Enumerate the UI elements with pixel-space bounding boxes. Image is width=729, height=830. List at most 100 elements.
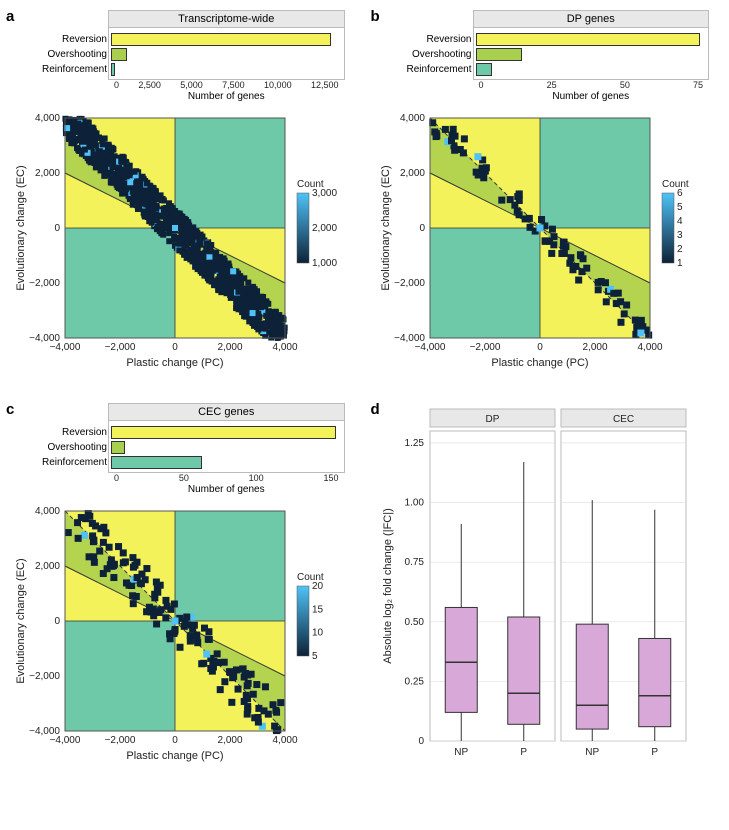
- bar-label: Reinforcement: [382, 64, 476, 75]
- bar-axistitle: Number of genes: [108, 483, 345, 501]
- svg-text:2: 2: [677, 244, 683, 255]
- bar-overshooting: [111, 48, 127, 61]
- svg-text:0: 0: [54, 223, 60, 234]
- panel-b-label: b: [371, 8, 380, 25]
- svg-text:0: 0: [537, 342, 543, 353]
- svg-text:P: P: [520, 747, 527, 758]
- svg-text:0: 0: [418, 736, 424, 747]
- svg-text:Plastic change (PC): Plastic change (PC): [491, 357, 588, 369]
- svg-text:5: 5: [677, 202, 683, 213]
- bar-axistitle: Number of genes: [108, 90, 345, 108]
- svg-text:Evolutionary change (EC): Evolutionary change (EC): [15, 558, 27, 683]
- svg-text:−2,000: −2,000: [105, 342, 136, 353]
- panel-a-label: a: [6, 8, 14, 25]
- svg-text:2,000: 2,000: [217, 735, 242, 746]
- svg-text:P: P: [651, 747, 658, 758]
- svg-text:−2,000: −2,000: [29, 278, 60, 289]
- svg-text:1.25: 1.25: [404, 438, 424, 449]
- panel-c-title: CEC genes: [108, 403, 345, 421]
- svg-text:4,000: 4,000: [35, 506, 60, 517]
- svg-text:NP: NP: [454, 747, 468, 758]
- svg-text:1,000: 1,000: [312, 258, 337, 269]
- svg-text:2,000: 2,000: [35, 168, 60, 179]
- svg-text:−2,000: −2,000: [394, 278, 425, 289]
- bar-axistitle: Number of genes: [473, 90, 710, 108]
- svg-text:0: 0: [419, 223, 425, 234]
- svg-text:−4,000: −4,000: [29, 726, 60, 737]
- panel-d-label: d: [371, 401, 380, 418]
- bar-label: Overshooting: [382, 49, 476, 60]
- bar-reinforcement: [111, 63, 115, 76]
- svg-text:1: 1: [677, 258, 683, 269]
- bar-axis: 050100150: [108, 473, 345, 483]
- bar-label: Reversion: [17, 34, 111, 45]
- bar-label: Reinforcement: [17, 64, 111, 75]
- svg-text:0.50: 0.50: [404, 617, 424, 628]
- svg-text:2,000: 2,000: [399, 168, 424, 179]
- panel-b-heatmap: −4,000−4,000−2,000−2,000002,0002,0004,00…: [375, 108, 715, 388]
- bar-label: Reversion: [17, 427, 111, 438]
- svg-text:4,000: 4,000: [399, 113, 424, 124]
- panel-b-title: DP genes: [473, 10, 710, 28]
- panel-c-barchart: Reversion Overshooting Reinforcement: [108, 421, 345, 473]
- panel-d-boxplot: DP NP P CEC NP P 0 0.25 0.50 0.75 1.00 1.25 Absolute…: [375, 403, 715, 783]
- panel-a-heatmap: −4,000−4,000−2,000−2,000002,0002,0004,00…: [10, 108, 350, 388]
- bar-overshooting: [476, 48, 523, 61]
- figure-grid: a Transcriptome-wide Reversion Overshoot…: [10, 10, 719, 783]
- svg-text:DP: DP: [485, 414, 499, 425]
- panel-a: a Transcriptome-wide Reversion Overshoot…: [10, 10, 355, 388]
- panel-a-title: Transcriptome-wide: [108, 10, 345, 28]
- svg-text:−2,000: −2,000: [29, 671, 60, 682]
- svg-text:Plastic change (PC): Plastic change (PC): [126, 750, 223, 762]
- panel-b: b DP genes Reversion Overshooting Reinfo…: [375, 10, 720, 388]
- svg-text:0.75: 0.75: [404, 557, 424, 568]
- svg-text:3,000: 3,000: [312, 188, 337, 199]
- svg-text:Absolute log₂ fold change (|FC: Absolute log₂ fold change (|FC|): [382, 508, 394, 664]
- svg-text:−2,000: −2,000: [469, 342, 500, 353]
- svg-text:0: 0: [54, 616, 60, 627]
- panel-c: c CEC genes Reversion Overshooting Reinf…: [10, 403, 355, 783]
- bar-reversion: [111, 426, 336, 439]
- svg-text:20: 20: [312, 581, 324, 592]
- svg-text:2,000: 2,000: [35, 561, 60, 572]
- svg-text:CEC: CEC: [612, 414, 633, 425]
- panel-d: d DPNPPCECNPP00.250.500.751.001.25Absolu…: [375, 403, 720, 783]
- bar-overshooting: [111, 441, 125, 454]
- svg-text:4,000: 4,000: [35, 113, 60, 124]
- svg-text:2,000: 2,000: [217, 342, 242, 353]
- svg-text:2,000: 2,000: [312, 223, 337, 234]
- svg-text:2,000: 2,000: [582, 342, 607, 353]
- svg-text:Count: Count: [662, 179, 689, 190]
- svg-text:Evolutionary change (EC): Evolutionary change (EC): [380, 165, 392, 290]
- svg-text:4,000: 4,000: [272, 342, 297, 353]
- bar-label: Reinforcement: [17, 457, 111, 468]
- svg-text:0: 0: [172, 342, 178, 353]
- svg-text:0: 0: [172, 735, 178, 746]
- svg-text:10: 10: [312, 628, 324, 639]
- svg-text:NP: NP: [585, 747, 599, 758]
- svg-text:−2,000: −2,000: [105, 735, 136, 746]
- bar-axis: 02,5005,0007,50010,00012,500: [108, 80, 345, 90]
- svg-text:5: 5: [312, 651, 318, 662]
- panel-c-heatmap: −4,000−4,000−2,000−2,000002,0002,0004,00…: [10, 501, 350, 781]
- bar-reversion: [111, 33, 331, 46]
- svg-text:Evolutionary change (EC): Evolutionary change (EC): [15, 165, 27, 290]
- bar-reinforcement: [476, 63, 493, 76]
- svg-text:4: 4: [677, 216, 683, 227]
- svg-text:3: 3: [677, 230, 683, 241]
- svg-text:1.00: 1.00: [404, 498, 424, 509]
- bar-label: Reversion: [382, 34, 476, 45]
- bar-label: Overshooting: [17, 49, 111, 60]
- svg-text:Plastic change (PC): Plastic change (PC): [126, 357, 223, 369]
- panel-c-label: c: [6, 401, 14, 418]
- svg-text:0.25: 0.25: [404, 676, 424, 687]
- svg-text:−4,000: −4,000: [29, 333, 60, 344]
- svg-text:4,000: 4,000: [272, 735, 297, 746]
- svg-text:−4,000: −4,000: [394, 333, 425, 344]
- svg-text:15: 15: [312, 604, 324, 615]
- bar-label: Overshooting: [17, 442, 111, 453]
- panel-b-barchart: Reversion Overshooting Reinforcement: [473, 28, 710, 80]
- bar-reversion: [476, 33, 701, 46]
- bar-reinforcement: [111, 456, 202, 469]
- svg-text:6: 6: [677, 188, 683, 199]
